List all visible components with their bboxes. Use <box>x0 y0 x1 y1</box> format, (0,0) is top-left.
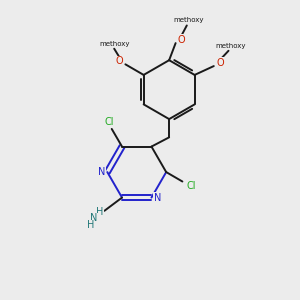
Text: H: H <box>96 207 103 217</box>
Text: methoxy: methoxy <box>99 41 129 47</box>
Text: O: O <box>216 58 224 68</box>
Text: Cl: Cl <box>187 181 196 190</box>
Text: methoxy: methoxy <box>216 43 246 49</box>
Text: N: N <box>154 193 161 202</box>
Text: N: N <box>98 167 105 177</box>
Text: Cl: Cl <box>105 117 114 127</box>
Text: methoxy: methoxy <box>174 17 204 23</box>
Text: N: N <box>90 213 98 223</box>
Text: O: O <box>177 34 185 45</box>
Text: O: O <box>116 56 124 66</box>
Text: H: H <box>86 220 94 230</box>
